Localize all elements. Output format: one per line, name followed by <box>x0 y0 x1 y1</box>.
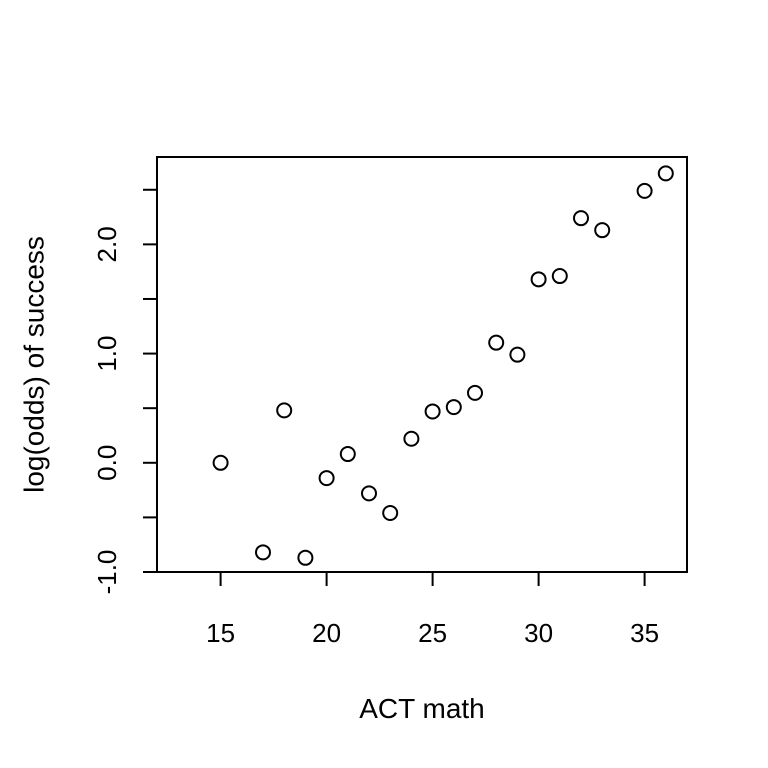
data-point <box>657 165 674 182</box>
data-point <box>488 334 505 351</box>
data-point <box>403 430 420 447</box>
data-point <box>255 544 271 561</box>
data-point <box>636 182 653 199</box>
data-point <box>509 346 526 363</box>
data-points <box>212 165 674 566</box>
y-tick-label: 0.0 <box>92 445 122 481</box>
data-point <box>445 399 462 416</box>
x-tick-label: 30 <box>524 618 553 648</box>
data-point <box>318 470 335 487</box>
data-point <box>424 403 441 420</box>
x-tick-label: 15 <box>206 618 235 648</box>
data-point <box>276 402 293 419</box>
data-point <box>530 271 547 288</box>
data-point <box>467 384 483 401</box>
y-tick-label: -1.0 <box>92 550 122 595</box>
y-tick-label: 2.0 <box>92 226 122 262</box>
data-point <box>339 446 356 463</box>
y-axis-title: log(odds) of success <box>19 236 50 493</box>
x-axis-title: ACT math <box>359 693 485 724</box>
data-point <box>361 485 377 502</box>
data-point <box>551 268 568 285</box>
data-point <box>212 454 229 471</box>
y-tick-label: 1.0 <box>92 336 122 372</box>
data-point <box>382 505 399 522</box>
x-tick-label: 35 <box>630 618 659 648</box>
data-point <box>594 222 611 239</box>
y-axis: -1.0 0.0 1.0 2.0 <box>92 188 158 595</box>
data-point <box>297 549 314 566</box>
x-tick-label: 25 <box>418 618 447 648</box>
data-point <box>573 210 589 227</box>
x-axis: 15 20 25 30 35 <box>206 571 659 648</box>
x-tick-label: 20 <box>312 618 341 648</box>
